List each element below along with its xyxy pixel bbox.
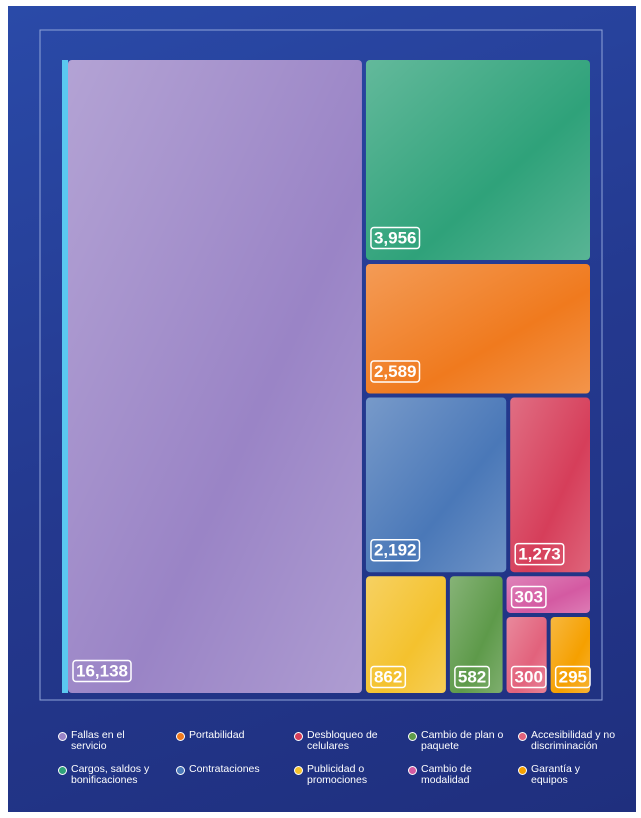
value-label-box xyxy=(510,665,547,689)
legend-label: Fallas en el servicio xyxy=(71,729,125,752)
tile-sheen xyxy=(510,397,590,573)
legend-label: Desbloqueo de celulares xyxy=(307,729,378,752)
value-label-box xyxy=(370,538,421,562)
value-label-box xyxy=(554,665,591,689)
tile-sheen xyxy=(365,60,590,261)
value-label-box xyxy=(370,226,421,250)
value-label: 16,138 xyxy=(76,661,128,680)
value-label: 295 xyxy=(559,667,587,686)
legend-swatch xyxy=(518,766,527,775)
tile-sheen xyxy=(449,576,503,693)
legend-item: Cambio de plan o paquete xyxy=(408,730,518,764)
legend-item: Desbloqueo de celulares xyxy=(294,730,408,764)
value-label: 2,589 xyxy=(374,362,417,381)
legend-label: Garantía y equipos xyxy=(531,763,581,786)
legend-swatch xyxy=(176,766,185,775)
edge-strip xyxy=(62,60,68,693)
tile-sheen xyxy=(365,397,507,573)
legend-item: Cargos, saldos y bonificaciones xyxy=(58,764,176,798)
frame xyxy=(39,29,603,701)
legend-item: Portabilidad xyxy=(176,730,294,764)
value-label-box xyxy=(72,659,132,683)
legend-item: Accesibilidad y no discriminación xyxy=(518,730,638,764)
value-label-box xyxy=(370,360,421,383)
value-label-box xyxy=(454,665,491,689)
tile-sheen xyxy=(550,616,590,693)
legend-item: Fallas en el servicio xyxy=(58,730,176,764)
value-label: 582 xyxy=(458,667,486,686)
tiles: 16,138 3,956 2,589 2,192 1,273 862 582 303 300 29… xyxy=(68,60,591,693)
tile-sheen xyxy=(506,576,590,613)
legend-item: Garantía y equipos xyxy=(518,764,638,798)
value-label: 300 xyxy=(515,667,543,686)
tile-sheen xyxy=(365,264,590,394)
legend-swatch xyxy=(294,766,303,775)
legend-swatch xyxy=(408,766,417,775)
value-label-box xyxy=(370,665,407,689)
legend-item: Publicidad o promociones xyxy=(294,764,408,798)
value-label: 3,956 xyxy=(374,228,417,247)
legend-label: Portabilidad xyxy=(189,729,245,741)
legend-label: Accesibilidad y no discriminación xyxy=(531,729,616,752)
value-label-box xyxy=(514,542,565,566)
legend-swatch xyxy=(518,732,527,741)
tile-sheen xyxy=(365,576,446,693)
value-label: 2,192 xyxy=(374,541,417,560)
legend: Fallas en el servicio Cargos, saldos y bo… xyxy=(58,730,638,798)
value-label-box xyxy=(510,585,547,609)
value-label: 1,273 xyxy=(518,545,561,564)
legend-label: Publicidad o promociones xyxy=(307,763,368,786)
legend-swatch xyxy=(294,732,303,741)
legend-label: Contrataciones xyxy=(189,763,260,775)
legend-swatch xyxy=(58,766,67,775)
legend-item: Cambio de modalidad xyxy=(408,764,518,798)
legend-swatch xyxy=(58,732,67,741)
value-label: 862 xyxy=(374,667,402,686)
value-label: 303 xyxy=(515,587,543,606)
legend-label: Cargos, saldos y bonificaciones xyxy=(71,763,150,786)
legend-label: Cambio de modalidad xyxy=(421,763,472,786)
legend-label: Cambio de plan o paquete xyxy=(421,729,504,752)
legend-swatch xyxy=(408,732,417,741)
legend-item: Contrataciones xyxy=(176,764,294,798)
tile-sheen xyxy=(68,60,362,693)
legend-swatch xyxy=(176,732,185,741)
tile-sheen xyxy=(506,616,547,693)
